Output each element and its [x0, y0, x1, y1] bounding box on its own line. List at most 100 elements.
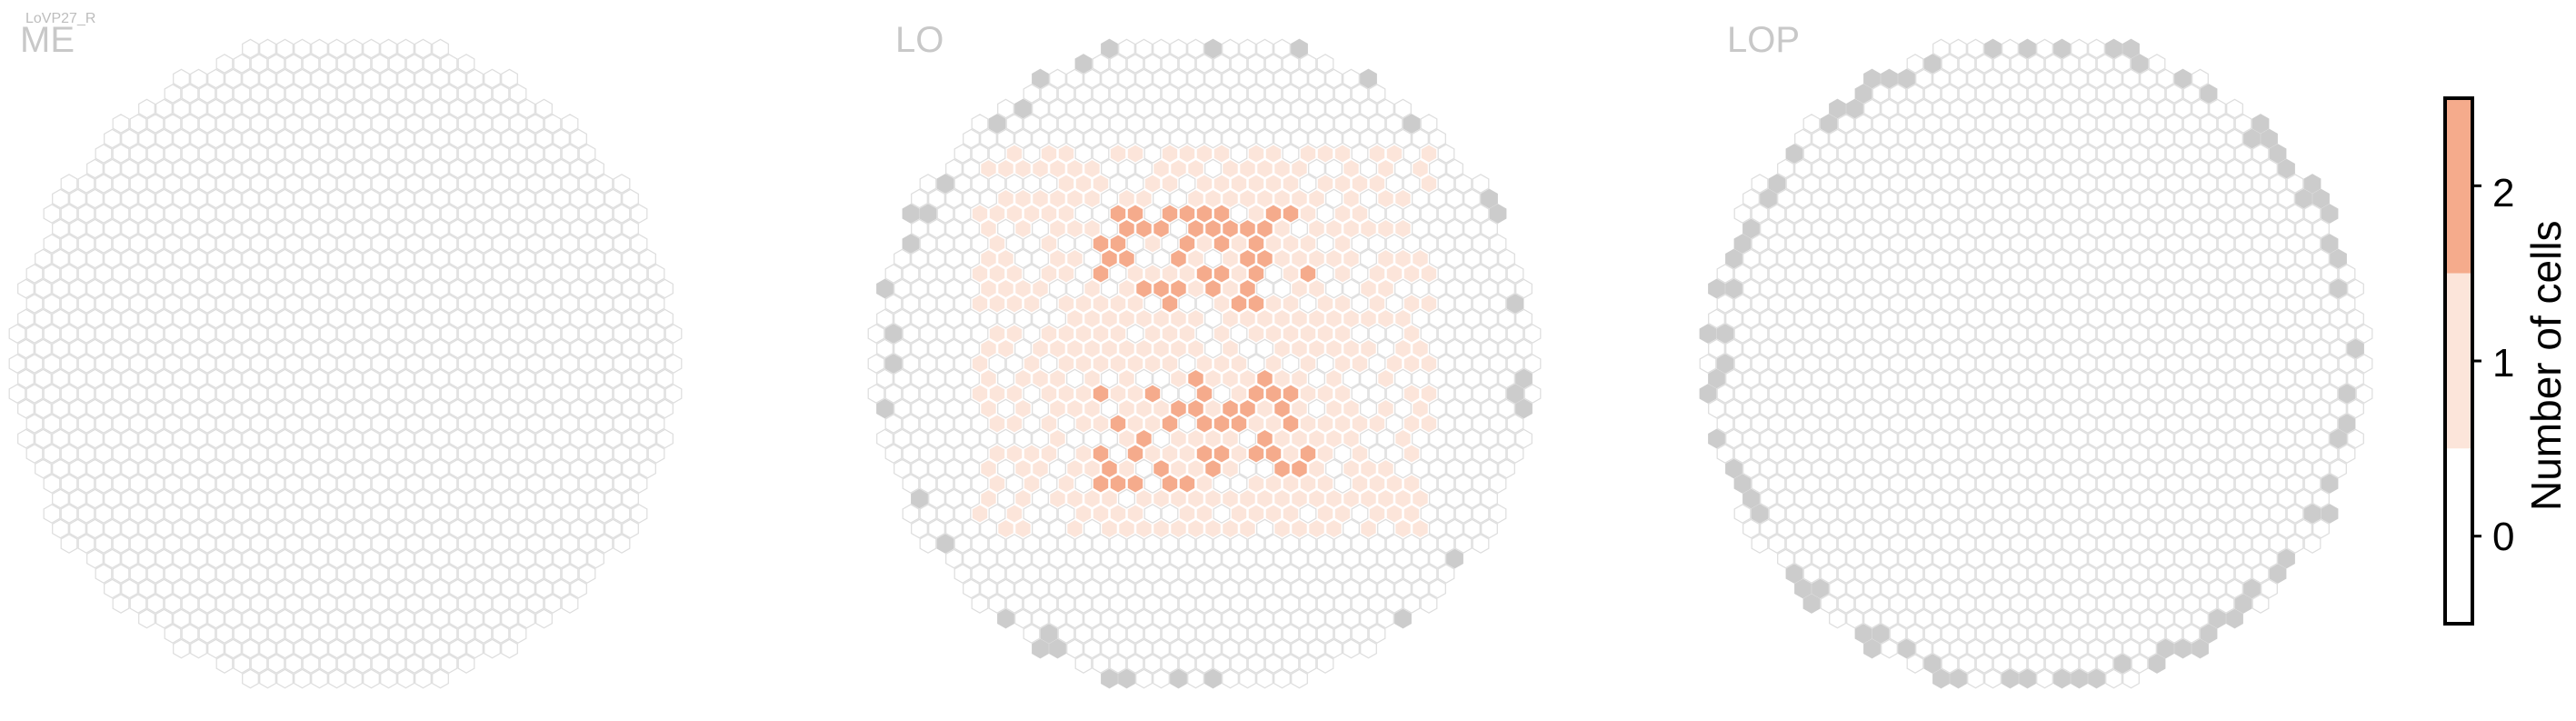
hex-cell [2002, 158, 2019, 179]
hex-cell [259, 218, 276, 239]
hex-cell [380, 668, 397, 689]
hex-cell [570, 368, 587, 389]
hex-cell [553, 518, 570, 539]
hex-cell [354, 384, 372, 404]
hex-cell [181, 534, 199, 554]
hex-cell [1506, 414, 1524, 434]
hex-cell [1872, 384, 1890, 404]
hex-cell [1472, 264, 1490, 284]
hex-cell [2182, 234, 2201, 254]
hex-cell [2182, 474, 2201, 494]
hex-cell [388, 234, 406, 254]
hex-cell [2027, 444, 2045, 464]
hex-cell [285, 594, 303, 614]
hex-cell [2096, 234, 2114, 254]
hex-cell [501, 338, 518, 359]
hex-cell [423, 84, 441, 104]
hex-cell [980, 428, 997, 449]
hex-cell [2044, 534, 2062, 554]
hex-cell [570, 218, 587, 239]
hex-cell [449, 428, 466, 449]
hex-cell [1316, 594, 1334, 614]
hex-cell [2269, 414, 2287, 434]
hex-cell [474, 534, 493, 554]
hex-cell [2122, 128, 2140, 149]
hex-cell [1923, 384, 1942, 404]
hex-cell [2200, 384, 2218, 404]
hex-cell [1915, 338, 1932, 359]
hex-cell [1213, 114, 1231, 134]
hex-cell-1 [988, 234, 1006, 254]
hex-cell [492, 174, 510, 194]
hex-cell [2148, 174, 2166, 194]
hex-cell-1 [971, 354, 989, 374]
hex-cell [587, 188, 604, 209]
hex-cell [570, 428, 587, 449]
hex-cell [457, 624, 475, 644]
hex-cell [1923, 234, 1942, 254]
hex-cell [2131, 444, 2149, 464]
hex-cell-1 [1412, 518, 1429, 539]
hex-cell [656, 308, 674, 329]
hex-cell [1057, 624, 1075, 644]
hex-cell [1040, 474, 1058, 494]
hex-cell [2286, 444, 2304, 464]
hex-cell [43, 204, 61, 224]
hex-cell [285, 54, 303, 74]
hex-cell-1 [1092, 504, 1110, 524]
hex-cell [2157, 578, 2174, 599]
hex-cell-outside [1742, 488, 1760, 509]
hex-cell-1 [1213, 354, 1231, 374]
hex-cell [1135, 248, 1153, 269]
hex-cell [259, 248, 276, 269]
hex-cell [1751, 444, 1769, 464]
hex-cell [2079, 54, 2097, 74]
hex-cell [544, 564, 562, 584]
hex-cell [988, 534, 1006, 554]
hex-cell [2113, 114, 2132, 134]
hex-cell [544, 144, 562, 164]
hex-cell-1 [1187, 248, 1204, 269]
hex-cell [1967, 428, 1984, 449]
hex-cell-1 [980, 458, 997, 479]
hex-cell [2209, 98, 2226, 119]
hex-cell [1941, 174, 1959, 194]
hex-cell [1109, 654, 1127, 674]
hex-cell [207, 248, 225, 269]
hex-cell-1 [1247, 174, 1265, 194]
hex-cell [1975, 624, 1993, 644]
hex-cell [440, 384, 458, 404]
hex-cell [474, 354, 493, 374]
hex-cell [2088, 428, 2105, 449]
hex-cell [294, 518, 311, 539]
hex-cell [2036, 518, 2053, 539]
hex-cell [1498, 428, 1515, 449]
hex-cell [112, 384, 130, 404]
hex-cell [138, 488, 155, 509]
hex-cell [1273, 68, 1291, 89]
hex-cell [535, 548, 553, 569]
hex-cell-1 [1256, 488, 1273, 509]
hex-cell [1915, 308, 1932, 329]
hex-cell [259, 38, 276, 59]
hex-cell [328, 338, 345, 359]
hex-cell [1802, 474, 1821, 494]
hex-cell-outside [1950, 668, 1967, 689]
hex-cell [2019, 488, 2036, 509]
hex-cell [980, 128, 997, 149]
hex-cell [225, 398, 242, 419]
hex-cell [630, 444, 648, 464]
hex-cell [285, 414, 303, 434]
hex-cell [1074, 534, 1093, 554]
hex-cell [647, 324, 665, 344]
hex-cell-outside [2200, 84, 2218, 104]
hex-cell-2 [1109, 204, 1127, 224]
hex-cell [2010, 204, 2028, 224]
hex-cell [2252, 324, 2270, 344]
hex-cell [294, 668, 311, 689]
hex-cell-1 [1377, 188, 1394, 209]
hex-cell [1463, 368, 1481, 389]
hex-cell [225, 338, 242, 359]
hex-cell [2174, 458, 2192, 479]
hex-cell [911, 368, 928, 389]
